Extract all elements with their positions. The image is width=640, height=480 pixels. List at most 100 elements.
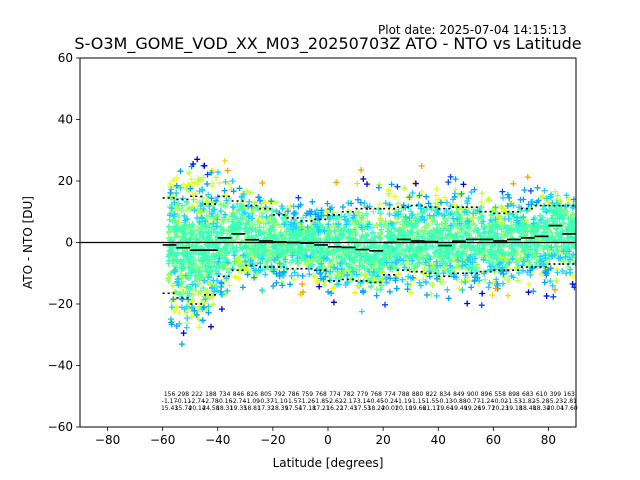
bin-stat-label: -2.74 xyxy=(189,398,205,405)
bin-stat-label: 774 xyxy=(384,391,396,398)
x-tick-label: 20 xyxy=(375,433,390,447)
bin-stat-label: 558 xyxy=(494,391,506,398)
bin-stat-label: 19.64 xyxy=(437,405,454,412)
bin-stat-label: 18.81 xyxy=(244,405,261,412)
scatter-series xyxy=(180,156,576,337)
bin-stat-label: 734 xyxy=(219,391,231,398)
x-axis: −80 −60 −40 −20 0 20 40 60 80 xyxy=(95,427,556,447)
bin-stat-label: 17.60 xyxy=(561,405,578,412)
y-tick-label: −40 xyxy=(48,359,73,373)
bin-stat-label: 222 xyxy=(191,391,203,398)
bin-stat-label: 18.24 xyxy=(368,405,385,412)
bin-stat-label: -1.19 xyxy=(396,398,412,405)
y-axis-label: ATO - NTO [DU] xyxy=(21,196,35,289)
y-tick-label: −60 xyxy=(48,420,73,434)
bin-stat-label: 805 xyxy=(260,391,272,398)
bin-stat-label: 20.01 xyxy=(381,405,398,412)
y-tick-label: 0 xyxy=(65,236,73,250)
bin-stat-label: 188 xyxy=(205,391,217,398)
bin-stat-label: 20.04 xyxy=(547,405,564,412)
bin-stat-label: 19.66 xyxy=(409,405,426,412)
bin-stat-label: -5.28 xyxy=(534,398,550,405)
bin-stat-label: 163 xyxy=(563,391,575,398)
bin-stat-label: -1.85 xyxy=(313,398,329,405)
bin-stat-label: 834 xyxy=(439,391,451,398)
bin-stat-label: 786 xyxy=(288,391,300,398)
chart-title: S-O3M_GOME_VOD_XX_M03_20250703Z ATO - NT… xyxy=(74,34,582,53)
bin-stat-label: 17.18 xyxy=(299,405,316,412)
y-tick-label: 60 xyxy=(58,51,73,65)
bin-stat-label: 880 xyxy=(412,391,424,398)
bin-stat-label: -0.37 xyxy=(258,398,274,405)
x-tick-label: −80 xyxy=(95,433,120,447)
bin-stat-label: -0.13 xyxy=(437,398,453,405)
x-axis-label: Latitude [degrees] xyxy=(273,456,384,470)
bin-stat-label: 792 xyxy=(274,391,286,398)
bin-stat-label: 846 xyxy=(233,391,245,398)
bin-stat-label: 15.43 xyxy=(161,405,178,412)
y-axis: −60 −40 −20 0 20 40 60 xyxy=(48,51,80,434)
bin-stat-label: 826 xyxy=(246,391,258,398)
scatter-series xyxy=(224,163,558,296)
bin-stat-label: -0.16 xyxy=(217,398,233,405)
bin-stat-label: 19.18 xyxy=(505,405,522,412)
bin-stat-label: 759 xyxy=(302,391,314,398)
bin-stat-label: -0.02 xyxy=(492,398,508,405)
bin-stat-label: 788 xyxy=(398,391,410,398)
bin-stat-label: 17.32 xyxy=(257,405,274,412)
y-tick-label: 20 xyxy=(58,174,73,188)
bin-stat-label: -2.17 xyxy=(341,398,357,405)
bin-stat-label: 768 xyxy=(315,391,327,398)
bin-stat-label: 20.14 xyxy=(189,405,206,412)
bin-stat-label: 15.74 xyxy=(175,405,192,412)
bin-stat-label: 774 xyxy=(329,391,341,398)
bin-stat-label: 768 xyxy=(370,391,382,398)
bin-stat-label: -2.78 xyxy=(203,398,219,405)
x-tick-label: 60 xyxy=(486,433,501,447)
bin-stat-label: 18.31 xyxy=(216,405,233,412)
bin-stat-label: 896 xyxy=(481,391,493,398)
bin-stat-label: 399 xyxy=(550,391,562,398)
bin-stat-label: -0.11 xyxy=(176,398,192,405)
bin-stat-label: -1.24 xyxy=(479,398,495,405)
scatter-series xyxy=(209,158,511,299)
bin-stat-label: 18.39 xyxy=(271,405,288,412)
bin-stat-label: 18.34 xyxy=(533,405,550,412)
bin-stat-label: -0.45 xyxy=(368,398,384,405)
x-tick-label: −20 xyxy=(260,433,285,447)
bin-stat-label: 156 xyxy=(164,391,176,398)
bin-stat-label: 21.17 xyxy=(423,405,440,412)
bin-stat-label: 19.35 xyxy=(230,405,247,412)
bin-stat-label: -0.24 xyxy=(382,398,398,405)
y-tick-label: 40 xyxy=(58,113,73,127)
bin-stat-label: -1.10 xyxy=(272,398,288,405)
scatter-series xyxy=(166,162,576,331)
bin-stat-label: 898 xyxy=(508,391,520,398)
bin-stat-label: 610 xyxy=(536,391,548,398)
bin-stat-label: -0.88 xyxy=(451,398,467,405)
scatter-points xyxy=(165,156,576,348)
plot-date: Plot date: 2025-07-04 14:15:13 xyxy=(378,23,567,37)
bin-stat-label: -5.23 xyxy=(548,398,564,405)
bin-stat-label: 782 xyxy=(343,391,355,398)
bin-stat-label: 17.54 xyxy=(285,405,302,412)
bin-stat-label: 683 xyxy=(522,391,534,398)
x-tick-label: 80 xyxy=(541,433,556,447)
bin-stat-label: 17.43 xyxy=(340,405,357,412)
scatter-series xyxy=(204,171,576,309)
scatter-series xyxy=(167,163,576,348)
bin-stat-label: 298 xyxy=(178,391,190,398)
bin-stat-label: 16.22 xyxy=(326,405,343,412)
bin-stat-label: 24.58 xyxy=(202,405,219,412)
bin-stat-label: -2.81 xyxy=(561,398,577,405)
bin-stat-label: -1.55 xyxy=(424,398,440,405)
bin-stat-label: 20.10 xyxy=(395,405,412,412)
bin-stat-label: 19.49 xyxy=(450,405,467,412)
bin-stat-label: 19.71 xyxy=(478,405,495,412)
bin-stat-label: -1.26 xyxy=(300,398,316,405)
bin-stat-label: -1.17 xyxy=(162,398,178,405)
bin-stat-label: 18.48 xyxy=(519,405,536,412)
bin-stat-label: 822 xyxy=(426,391,438,398)
